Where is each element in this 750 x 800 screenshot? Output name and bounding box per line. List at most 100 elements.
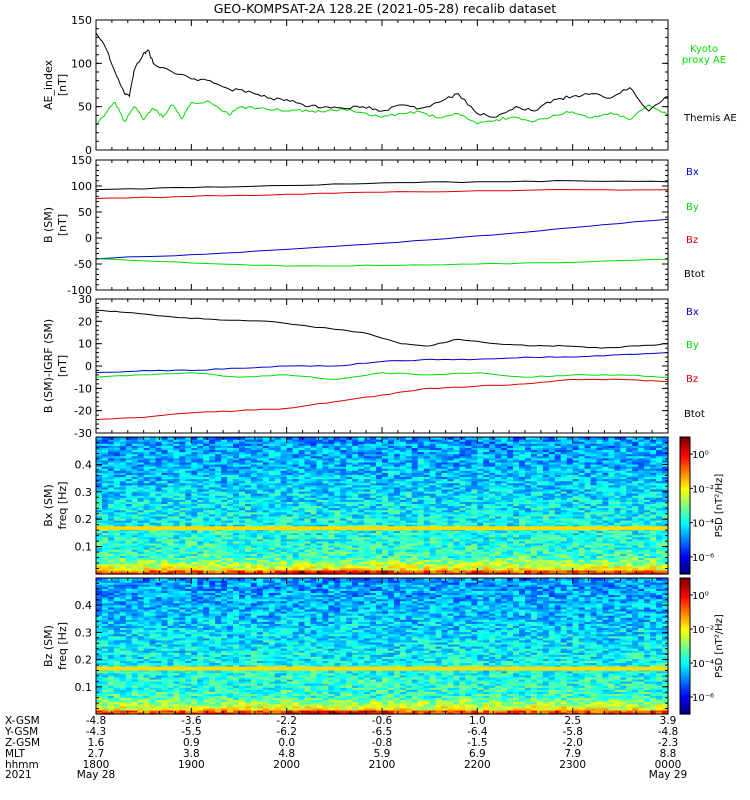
spectrogram-cell [137,540,145,544]
spectrogram-cell [209,547,216,550]
spectrogram-cell [101,511,109,515]
spectrogram-cell [125,478,133,482]
spectrogram-cell [227,520,234,523]
spectrogram-cell [191,567,198,571]
spectrogram-cell [101,515,109,519]
spectrogram-cell [173,501,181,505]
spectrogram-cell [244,515,252,519]
spectrogram-cell [250,484,258,488]
spectrogram-cell [221,476,228,480]
spectrogram-cell [185,544,192,548]
spectrogram-cell [239,571,246,575]
spectrogram-cell [227,453,234,457]
spectrogram-cell [239,463,246,467]
spectrogram-cell [155,509,163,513]
spectrogram-cell [101,559,109,563]
spectrogram-cell [143,515,151,519]
spectrogram-cell [203,522,210,525]
spectrogram-cell [149,538,157,542]
spectrogram-cell [101,542,109,546]
spectrogram-cell [215,474,222,478]
spectrogram-cell [96,509,103,513]
spectrogram-cell [125,513,133,517]
spectrogram-cell [250,522,258,525]
spectrogram-cell [173,484,181,488]
spectrogram-cell [203,441,210,444]
spectrogram-cell [185,565,192,569]
spectrogram-cell [179,495,186,498]
spectrogram-cell [161,497,169,500]
spectrogram-cell [221,455,228,459]
spectrogram-cell [197,567,204,571]
spectrogram-cell [215,476,222,480]
spectrogram-cell [149,532,157,536]
spectrogram-cell [119,457,127,461]
spectrogram-cell [215,553,222,556]
spectrogram-cell [191,484,198,488]
spectrogram-cell [256,497,264,500]
spectrogram-cell [203,530,210,534]
spectrogram-cell [197,515,204,519]
spectrogram-cell [119,565,127,569]
spectrogram-cell [107,488,115,492]
spectrogram-cell [256,503,264,507]
spectrogram-cell [119,555,127,558]
spectrogram-cell [173,534,181,538]
series-line-kyoto-proxy-ae [95,100,669,126]
spectrogram-cell [191,538,198,542]
spectrogram-cell [155,499,163,502]
spectrogram-cell [191,555,198,558]
spectrogram-cell [227,505,234,509]
spectrogram-cell [179,569,186,573]
spectrogram-cell [113,437,121,440]
spectrogram-cell [239,484,246,488]
spectrogram-cell [113,569,121,573]
spectrogram-cell [227,493,234,496]
spectrogram-cell [143,476,151,480]
spectrogram-cell [209,495,216,498]
spectrogram-cell [149,468,157,471]
spectrogram-cell [244,499,252,502]
spectrogram-cell [197,563,204,567]
spectrogram-cell [155,567,163,571]
spectrogram-cell [244,559,252,563]
spectrogram-cell [167,478,175,482]
spectrogram-cell [239,451,246,455]
spectrogram-cell [239,453,246,457]
spectrogram-cell [143,540,151,544]
spectrogram-cell [227,472,234,475]
spectrogram-cell [161,461,169,465]
spectrogram-cell [221,553,228,556]
spectrogram-cell [185,509,192,513]
spectrogram-cell [209,559,216,563]
spectrogram-cell [215,437,222,440]
spectrogram-cell [209,490,216,494]
y-tick-label: -30 [74,427,92,440]
spectrogram-cell [239,501,246,505]
spectrogram-cell [197,490,204,494]
spectrogram-cell [191,437,198,440]
spectrogram-cell [143,524,151,527]
spectrogram-cell [149,443,157,446]
spectrogram-cell [149,555,157,558]
spectrogram-cell [256,536,264,540]
spectrogram-cell [137,443,145,446]
spectrogram-cell [227,468,234,471]
spectrogram-cell [125,459,133,463]
spectrogram-cell [161,488,169,492]
spectrogram-cell [113,555,121,558]
spectrogram-cell [209,482,216,486]
spectrogram-cell [256,524,264,527]
spectrogram-cell [203,513,210,517]
spectrogram-cell [149,559,157,563]
spectrogram-cell [209,505,216,509]
spectrogram-cell [233,447,240,451]
spectrogram-cell [113,490,121,494]
spectrogram-cell [155,443,163,446]
spectrogram-cell [113,461,121,465]
spectrogram-cell [244,437,252,440]
spectrogram-cell [179,482,186,486]
spectrogram-cell [250,449,258,453]
spectrogram-cell [239,445,246,448]
